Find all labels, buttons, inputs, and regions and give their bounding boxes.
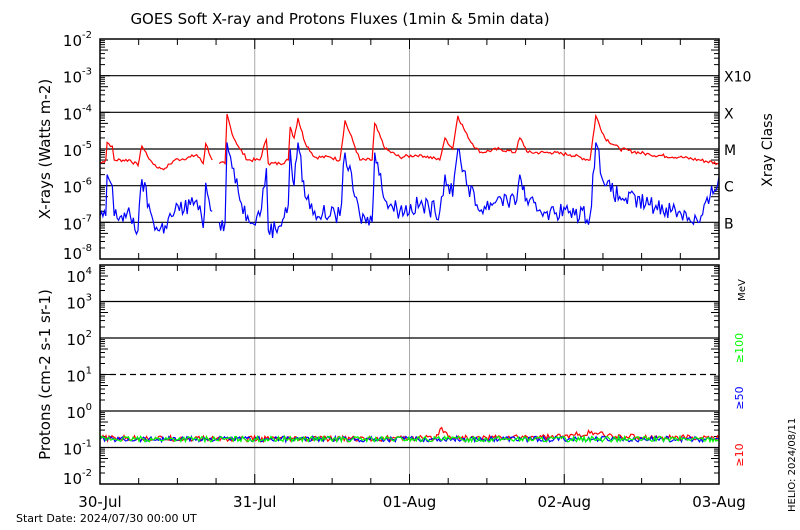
series-line-long-1-8-A-: [100, 113, 719, 171]
series-line--100: [100, 434, 719, 444]
proton-panel: 104 103 102 101 100 10-1 10-2 Protons (cm-2 s-1…: [36, 264, 748, 511]
y-tick-label: 102: [67, 329, 92, 349]
series-line-short-0-5-4-A-: [100, 142, 719, 238]
x-tick-label: 30-Jul: [78, 493, 121, 511]
start-date: Start Date: 2024/07/30 00:00 UT: [16, 512, 197, 525]
y-tick-label: 10-6: [63, 177, 92, 197]
x-tick-label: 03-Aug: [692, 493, 745, 511]
energy-channel-label: ≥50: [733, 386, 746, 409]
xray-class-label: C: [724, 180, 734, 196]
xray-class-label: B: [724, 216, 734, 232]
mev-label: MeV: [737, 279, 748, 301]
y-tick-label: 100: [67, 402, 92, 422]
x-tick-label: 31-Jul: [233, 493, 276, 511]
y-tick-label: 10-7: [63, 213, 92, 233]
y-tick-label: 10-2: [63, 468, 92, 488]
xray-class-label: X: [724, 106, 734, 122]
chart-title: GOES Soft X-ray and Protons Fluxes (1min…: [130, 10, 549, 28]
xray-class-axis-label: Xray Class: [760, 113, 776, 187]
plot-frame: [99, 264, 720, 485]
y-tick-label: 10-8: [63, 243, 92, 263]
energy-channel-label: ≥10: [733, 443, 746, 466]
y-tick-label: 10-1: [63, 439, 92, 459]
xray-class-label: X10: [724, 70, 751, 86]
helio-credit: HELIO: 2024/08/11: [787, 418, 798, 512]
y-axis-label: Protons (cm-2 s-1 sr-1): [36, 289, 54, 460]
xray-panel: 10-2 10-3 10-4 10-5 10-6 10-7 10-8 X-rays (Watt…: [36, 30, 776, 263]
y-tick-label: 103: [67, 293, 92, 313]
x-tick-label: 02-Aug: [538, 493, 591, 511]
xray-class-label: M: [724, 143, 736, 159]
y-tick-label: 101: [67, 366, 92, 386]
y-axis-label: X-rays (Watts m-2): [36, 79, 54, 219]
energy-channel-label: ≥100: [733, 333, 746, 363]
x-tick-label: 01-Aug: [383, 493, 436, 511]
y-tick-label: 10-2: [63, 30, 92, 50]
plot-frame: [99, 38, 720, 260]
y-tick-label: 10-4: [63, 103, 92, 123]
y-tick-label: 104: [67, 266, 92, 286]
y-tick-label: 10-5: [63, 140, 92, 160]
y-tick-label: 10-3: [63, 67, 92, 87]
